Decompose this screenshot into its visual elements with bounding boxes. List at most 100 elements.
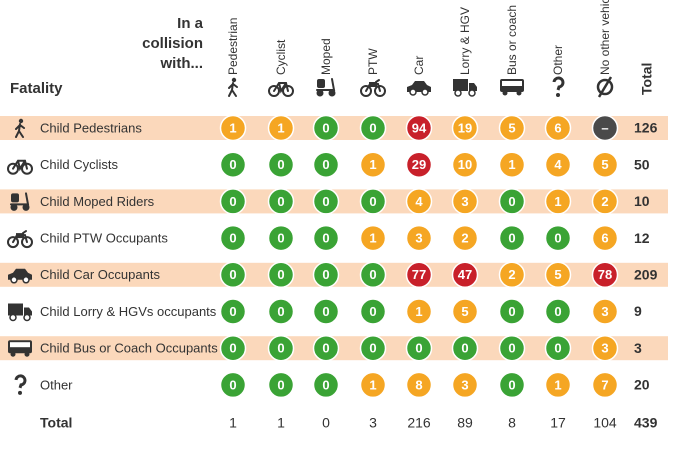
cell-circle <box>451 334 479 362</box>
cell-value: 1 <box>369 157 376 172</box>
cell-value: 0 <box>415 341 422 356</box>
row-label: Child Moped Riders <box>40 194 155 209</box>
cell-value: 0 <box>229 194 236 209</box>
column-header: Pedestrian <box>226 18 240 75</box>
cell-circle <box>591 261 619 289</box>
cell-value: 0 <box>369 267 376 282</box>
icon <box>316 78 336 97</box>
cell-value: 0 <box>277 377 284 392</box>
corner-label: In a collision with... <box>142 15 203 72</box>
cell-circle <box>591 114 619 142</box>
column-total: 3 <box>369 415 377 431</box>
icon-part <box>10 203 18 211</box>
cell-value: 5 <box>554 267 561 282</box>
icon-part <box>15 123 25 138</box>
cell-value: 0 <box>508 304 515 319</box>
cell-value: 19 <box>458 120 472 135</box>
cell-value: 0 <box>322 267 329 282</box>
cell-circle <box>312 334 340 362</box>
column-total: 17 <box>550 415 566 431</box>
icon-part <box>12 159 28 172</box>
cell-circle <box>498 151 526 178</box>
cell-value: 2 <box>508 267 515 282</box>
cell-circle <box>359 261 387 289</box>
cell-value: 0 <box>369 120 376 135</box>
cell-circle <box>544 298 572 325</box>
icon <box>15 118 25 138</box>
icon-part <box>317 79 325 88</box>
column-header: No other vehicle <box>598 0 612 75</box>
cell-circle <box>451 114 479 142</box>
cell-circle <box>267 298 295 325</box>
cell-value: 4 <box>554 157 562 172</box>
cell-circle <box>267 151 295 178</box>
column-header: Cyclist <box>274 39 288 75</box>
cell-value: 0 <box>369 304 376 319</box>
cell-value: 77 <box>412 267 426 282</box>
cell-circle <box>451 224 479 252</box>
cell-circle <box>591 371 619 399</box>
cell-circle <box>267 188 295 215</box>
cell-circle <box>544 188 572 215</box>
cell-value: 3 <box>601 304 608 319</box>
cell-circle <box>498 371 526 399</box>
column-header: Moped <box>319 38 333 75</box>
icon-part <box>328 89 336 97</box>
cell-circle <box>312 371 340 399</box>
cell-circle <box>405 224 433 252</box>
cell-value: 1 <box>415 304 422 319</box>
icon-part <box>18 118 24 124</box>
cell-value: 0 <box>369 341 376 356</box>
row-total: 10 <box>634 193 650 209</box>
cell-circle <box>498 188 526 215</box>
icon <box>8 340 32 357</box>
cell-circle <box>544 261 572 289</box>
cell-circle <box>267 114 295 142</box>
row-label: Child Pedestrians <box>40 120 142 135</box>
cell-value: – <box>601 120 608 135</box>
cell-value: 0 <box>322 157 329 172</box>
cell-circle <box>591 188 619 215</box>
row-label: Child Car Occupants <box>40 267 160 282</box>
row-total: 50 <box>634 156 650 172</box>
icon-part <box>502 90 508 96</box>
icon <box>10 192 30 211</box>
cell-circle <box>498 224 526 252</box>
cell-value: 0 <box>277 231 284 246</box>
cell-value: 3 <box>415 231 422 246</box>
icon <box>8 268 32 284</box>
cell-value: 3 <box>601 341 608 356</box>
icon-part <box>374 85 386 97</box>
cell-circle <box>544 114 572 142</box>
cell-value: 3 <box>461 377 468 392</box>
icon-part <box>22 276 30 284</box>
row-label: Child PTW Occupants <box>40 231 168 246</box>
icon-part <box>10 351 16 357</box>
column-header: Car <box>412 56 426 75</box>
icon <box>500 79 524 96</box>
cell-value: 5 <box>601 157 608 172</box>
icon-part <box>14 374 27 389</box>
cell-circle <box>591 224 619 252</box>
row-total: 12 <box>634 230 650 246</box>
cell-circle <box>405 261 433 289</box>
cell-circle <box>405 298 433 325</box>
cell-circle <box>544 151 572 178</box>
icon-part <box>24 351 30 357</box>
cell-value: 8 <box>415 377 422 392</box>
icon <box>7 159 33 175</box>
icon-part <box>7 162 19 175</box>
icon <box>360 79 386 97</box>
icon <box>268 82 294 97</box>
icon-part <box>316 89 324 97</box>
cell-value: 2 <box>461 231 468 246</box>
icon-part <box>11 193 19 203</box>
icon-part <box>468 89 476 97</box>
cell-circle <box>359 334 387 362</box>
cell-circle <box>359 151 387 178</box>
totals-label: Total <box>40 415 72 431</box>
cell-circle <box>219 224 247 252</box>
cell-circle <box>451 188 479 215</box>
icon-part <box>9 313 17 322</box>
